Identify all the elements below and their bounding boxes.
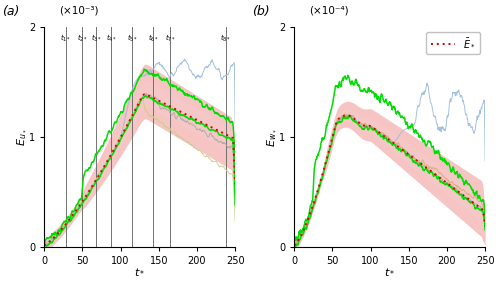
Y-axis label: $E_{u_*}$: $E_{u_*}$ (15, 128, 28, 146)
Y-axis label: $E_{w_*}$: $E_{w_*}$ (265, 128, 278, 147)
Text: (×10⁻⁴): (×10⁻⁴) (310, 5, 349, 15)
Text: $t_{5*}$: $t_{5*}$ (126, 33, 138, 44)
Text: $t_{6*}$: $t_{6*}$ (148, 33, 159, 44)
Text: (×10⁻³): (×10⁻³) (60, 5, 99, 15)
Text: $t_{7*}$: $t_{7*}$ (164, 33, 176, 44)
Text: $t_{4*}$: $t_{4*}$ (106, 33, 117, 44)
Text: (a): (a) (2, 5, 20, 18)
Text: (b): (b) (252, 5, 270, 18)
X-axis label: $t_*$: $t_*$ (384, 267, 396, 277)
Text: $t_{1*}$: $t_{1*}$ (60, 33, 71, 44)
Text: $t_{2*}$: $t_{2*}$ (77, 33, 88, 44)
X-axis label: $t_*$: $t_*$ (134, 267, 145, 277)
Legend: $\bar{E}_*$: $\bar{E}_*$ (426, 32, 480, 54)
Text: $t_{8*}$: $t_{8*}$ (220, 33, 232, 44)
Text: $t_{3*}$: $t_{3*}$ (90, 33, 102, 44)
